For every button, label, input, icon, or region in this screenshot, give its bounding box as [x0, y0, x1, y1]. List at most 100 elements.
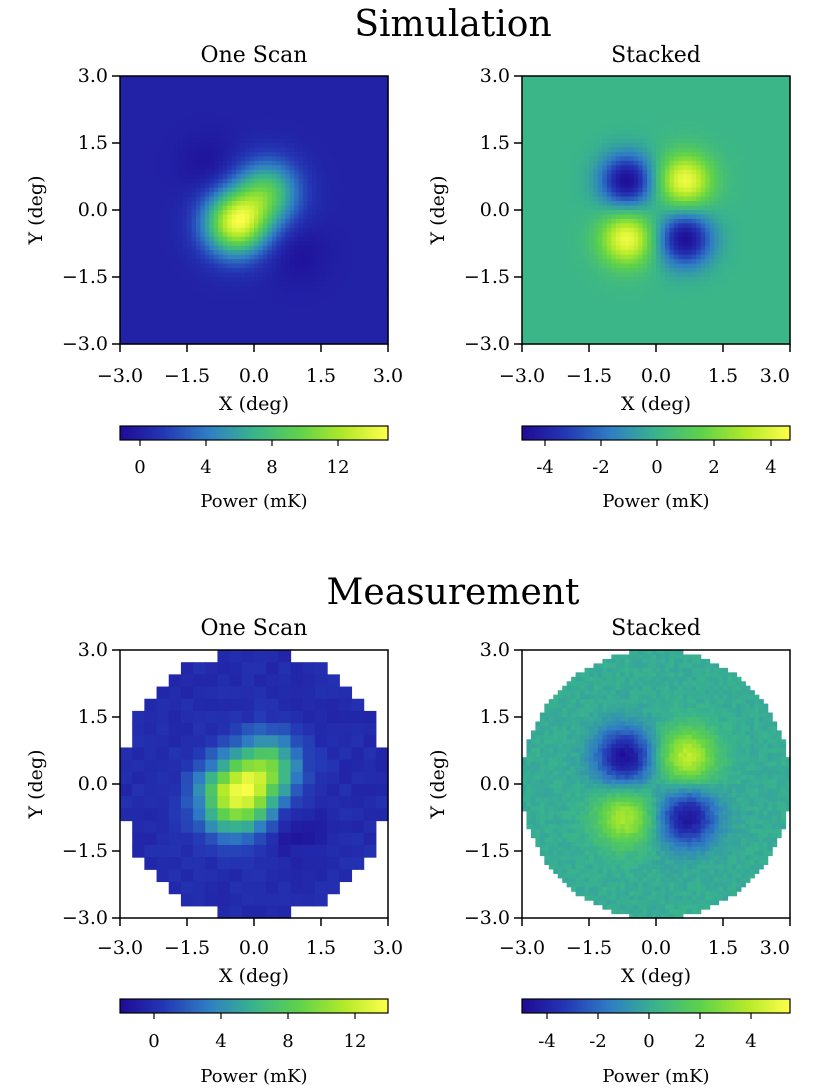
heatmap-cell [124, 254, 130, 260]
heatmap-cell [280, 308, 286, 314]
heatmap-cell [709, 134, 715, 140]
heatmap-cell [365, 116, 371, 122]
heatmap-cell [204, 156, 210, 162]
heatmap-cell [249, 187, 255, 193]
heatmap-cell [383, 303, 389, 309]
heatmap-cell [120, 89, 126, 95]
heatmap-cell [633, 111, 639, 117]
heatmap-cell [522, 151, 528, 157]
heatmap-cell [781, 80, 787, 86]
heatmap-cell [294, 299, 300, 305]
heatmap-cell [370, 236, 376, 242]
heatmap-cell [325, 254, 331, 260]
heatmap-cell [584, 98, 590, 104]
heatmap-cell [120, 339, 126, 345]
heatmap-cell [593, 129, 599, 135]
heatmap-cell [321, 290, 327, 296]
heatmap-cell [271, 116, 277, 122]
heatmap-cell [173, 125, 179, 131]
heatmap-cell [633, 98, 639, 104]
heatmap-cell [754, 98, 760, 104]
heatmap-cell [137, 192, 143, 198]
heatmap-cell [647, 143, 653, 149]
heatmap-cell [539, 134, 545, 140]
heatmap-cell [669, 156, 675, 162]
heatmap-cell [151, 205, 157, 211]
heatmap-cell [740, 156, 746, 162]
heatmap-cell [383, 326, 389, 332]
heatmap-cell [200, 165, 206, 171]
heatmap-cell [222, 143, 228, 149]
heatmap-cell [124, 268, 130, 274]
heatmap-cell [262, 326, 268, 332]
heatmap-cell [249, 165, 255, 171]
heatmap-cell [254, 245, 260, 251]
heatmap-cell [155, 321, 161, 327]
heatmap-cell [383, 120, 389, 126]
heatmap-cell [164, 125, 170, 131]
heatmap-cell [160, 218, 166, 224]
heatmap-cell [133, 285, 139, 291]
heatmap-cell [124, 147, 130, 153]
heatmap-cell [146, 236, 152, 242]
heatmap-cell [249, 156, 255, 162]
heatmap-cell [209, 227, 215, 233]
heatmap-cell [629, 80, 635, 86]
heatmap-cell [781, 156, 787, 162]
y-tick-label: 0.0 [78, 199, 108, 221]
heatmap-cell [678, 151, 684, 157]
heatmap-cell [705, 107, 711, 113]
heatmap-cell [383, 192, 389, 198]
heatmap-cell [638, 116, 644, 122]
heatmap-cell [714, 138, 720, 144]
heatmap-cell [562, 165, 568, 171]
heatmap-cell [258, 285, 264, 291]
heatmap-cell [280, 299, 286, 305]
heatmap-cell [209, 285, 215, 291]
heatmap-cell [191, 174, 197, 180]
heatmap-cell [191, 116, 197, 122]
heatmap-cell [660, 129, 666, 135]
heatmap-cell [213, 335, 219, 341]
heatmap-cell [191, 84, 197, 90]
heatmap-cell [298, 111, 304, 117]
heatmap-cell [383, 143, 389, 149]
heatmap-cell [289, 259, 295, 265]
heatmap-cell [575, 160, 581, 166]
heatmap-cell [240, 89, 246, 95]
heatmap-cell [155, 183, 161, 189]
heatmap-cell [620, 147, 626, 153]
heatmap-cell [262, 143, 268, 149]
heatmap-cell [262, 290, 268, 296]
heatmap-cell [236, 138, 242, 144]
heatmap-cell [334, 89, 340, 95]
heatmap-cell [383, 223, 389, 229]
heatmap-cell [191, 165, 197, 171]
heatmap-cell [124, 263, 130, 269]
heatmap-cell [343, 321, 349, 327]
heatmap-cell [316, 160, 322, 166]
heatmap-cell [124, 187, 130, 193]
heatmap-cell [379, 178, 385, 184]
heatmap-cell [133, 178, 139, 184]
heatmap-cell [312, 339, 318, 345]
heatmap-cell [334, 303, 340, 309]
heatmap-cell [312, 277, 318, 283]
heatmap-cell [187, 299, 193, 305]
heatmap-cell [352, 160, 358, 166]
heatmap-cell [285, 312, 291, 318]
heatmap-cell [160, 281, 166, 287]
heatmap-cell [642, 165, 648, 171]
heatmap-cell [173, 183, 179, 189]
heatmap-cell [562, 76, 568, 82]
heatmap-cell [356, 169, 362, 175]
heatmap-cell [271, 165, 277, 171]
heatmap-cell [553, 107, 559, 113]
heatmap-cell [352, 232, 358, 238]
heatmap-cell [124, 250, 130, 256]
heatmap-cell [191, 129, 197, 135]
heatmap-cell [133, 223, 139, 229]
heatmap-cell [254, 169, 260, 175]
heatmap-cell [678, 84, 684, 90]
heatmap-cell [227, 214, 233, 220]
